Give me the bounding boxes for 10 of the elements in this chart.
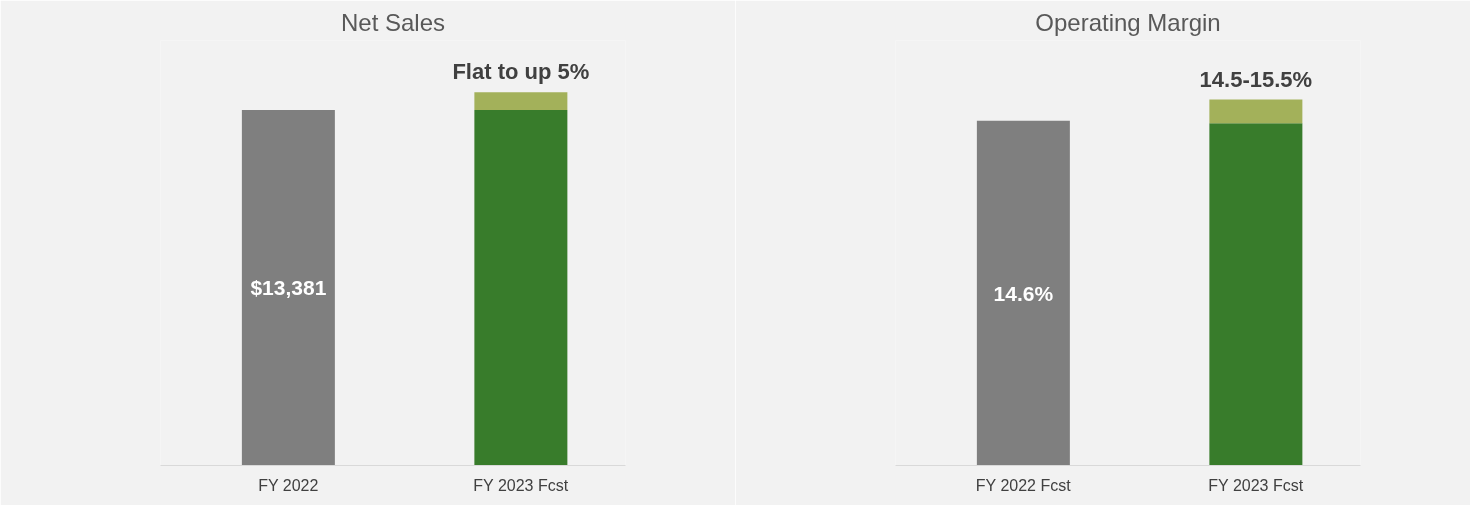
total-label: 14.5-15.5% (1199, 66, 1313, 92)
total-label: Flat to up 5% (452, 59, 590, 85)
data-label: $13,381 (250, 276, 327, 300)
chart-title: Net Sales (340, 8, 446, 36)
x-tick-label: FY 2023 Fcst (473, 476, 569, 494)
chart-title: Operating Margin (1035, 8, 1221, 36)
data-label: 14.6% (993, 281, 1054, 305)
x-tick-label: FY 2023 Fcst (1208, 476, 1304, 494)
x-tick-label: FY 2022 (258, 476, 319, 494)
x-tick-label: FY 2022 Fcst (975, 476, 1072, 494)
